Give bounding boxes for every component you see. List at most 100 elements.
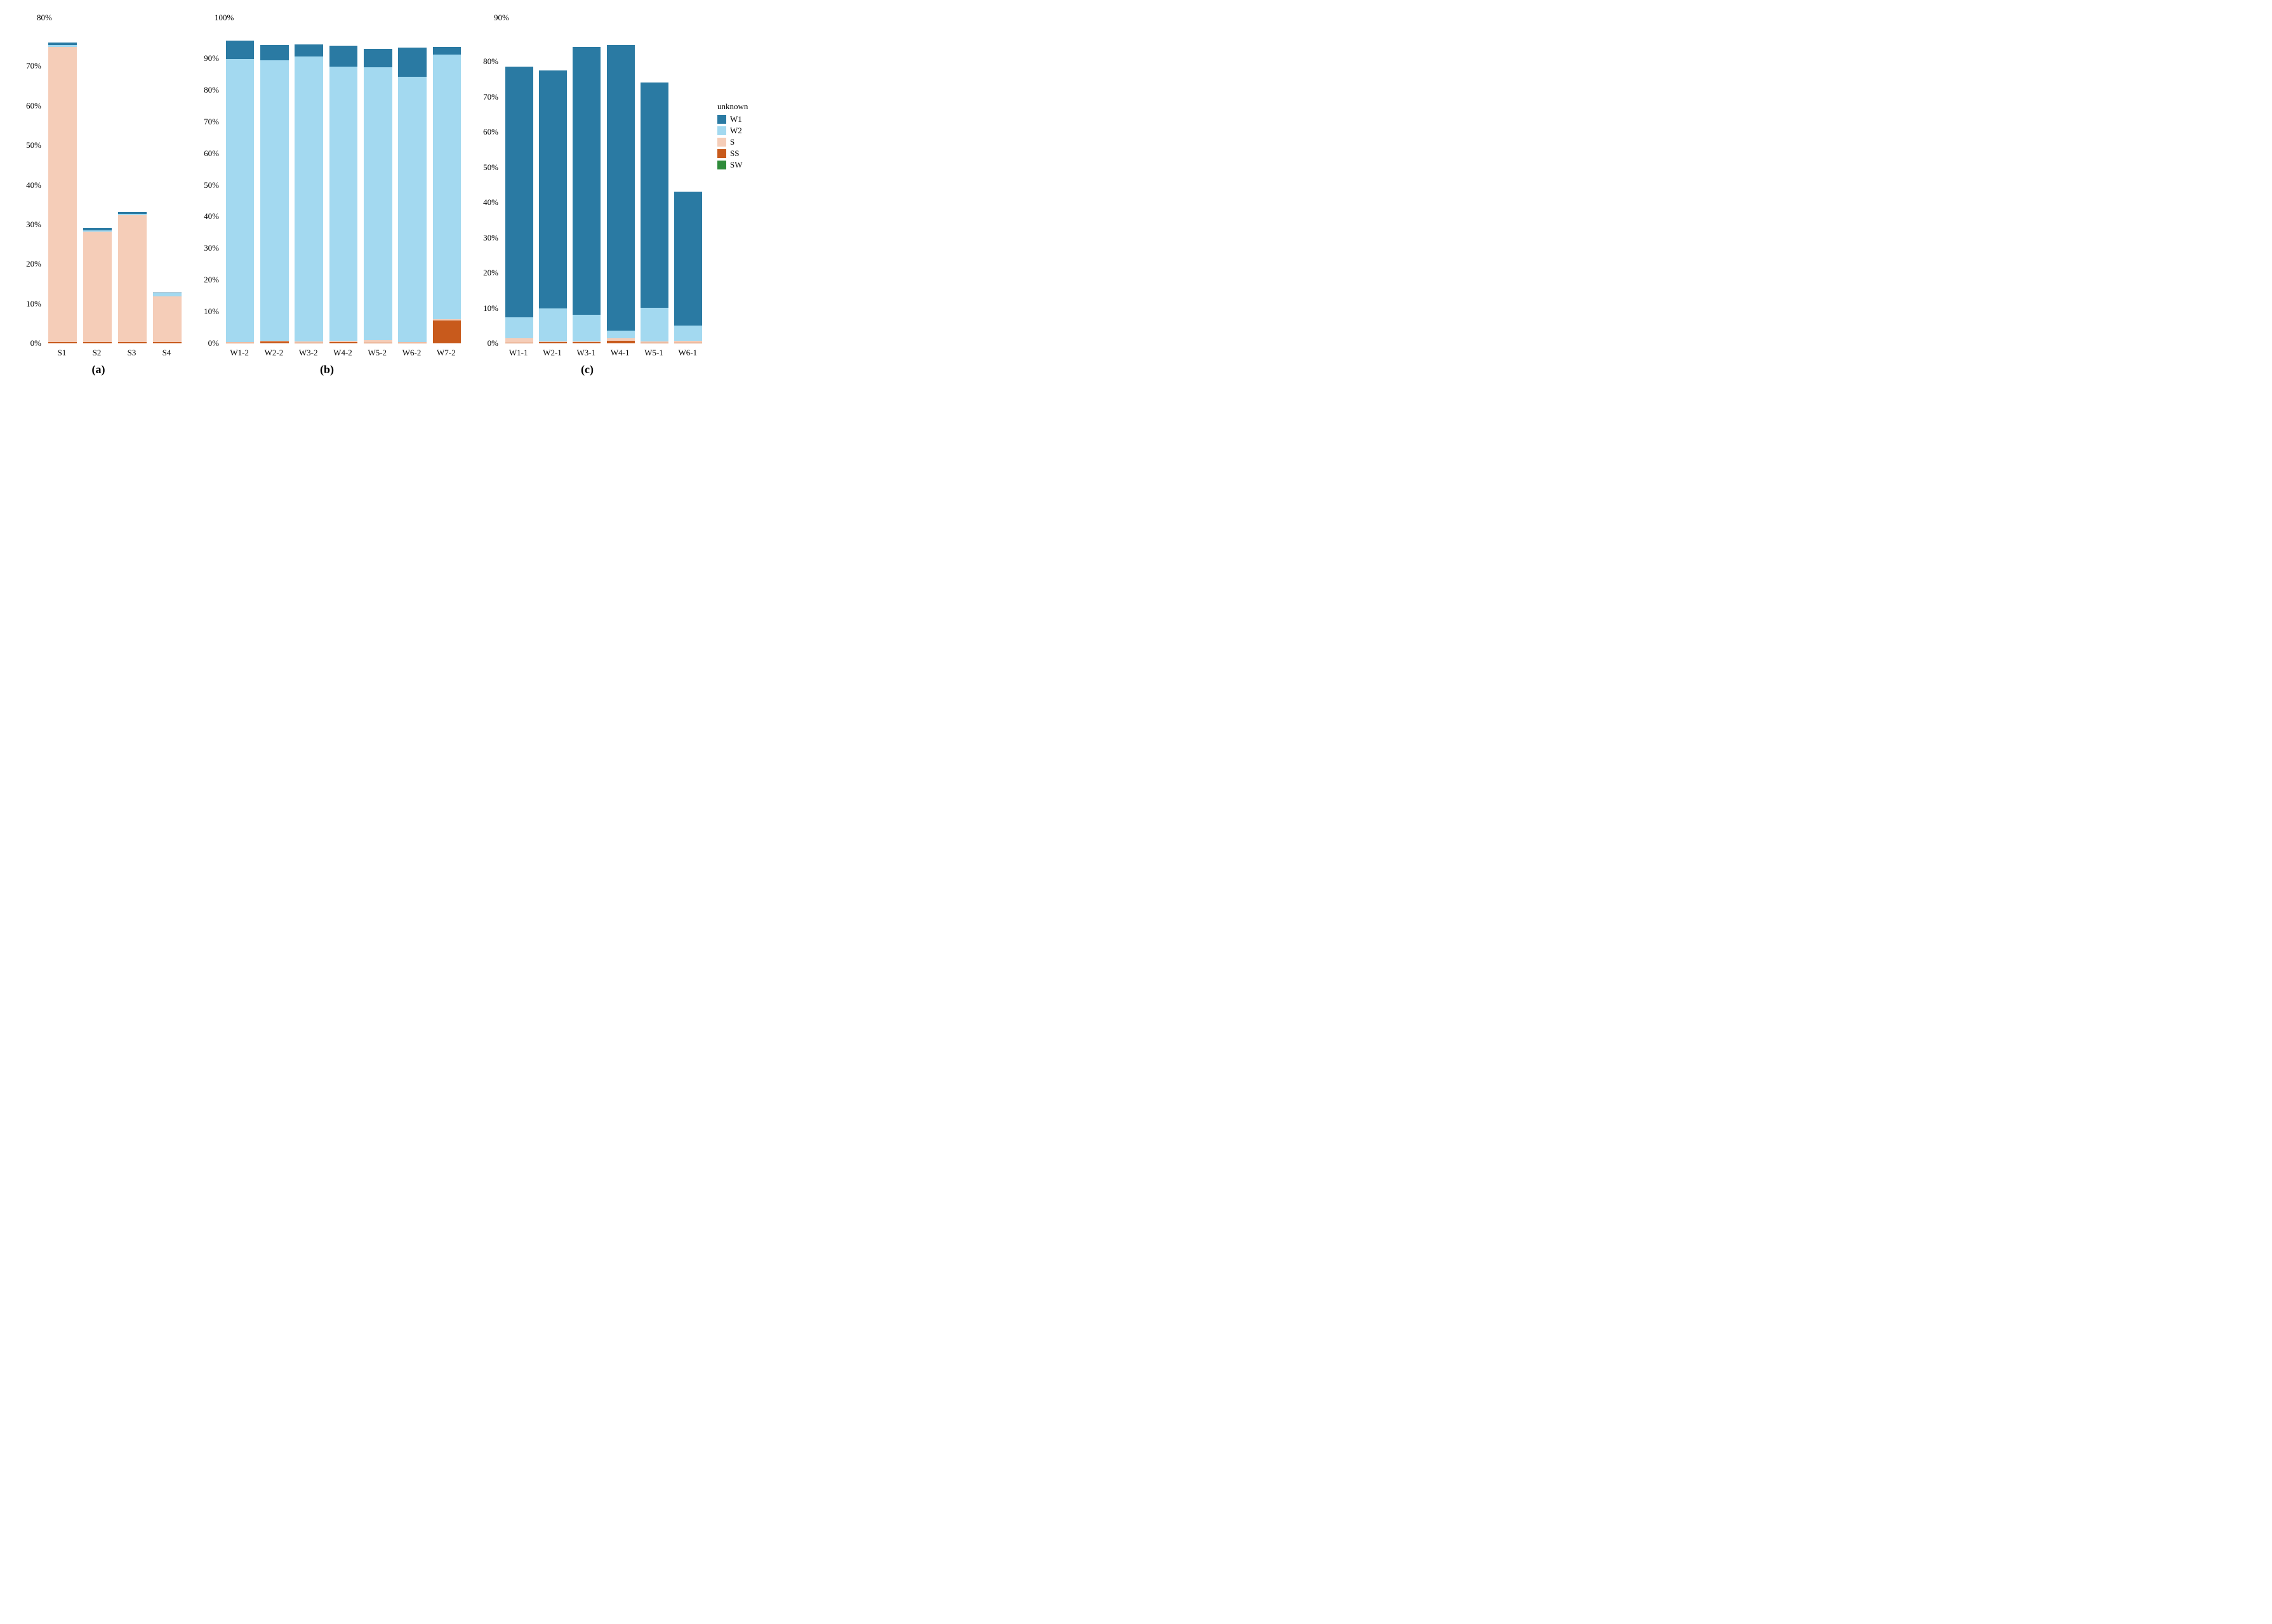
segment-S [118, 215, 147, 342]
x-axis: W1-1W2-1W3-1W4-1W5-1W6-1 [502, 348, 705, 358]
segment-SS [433, 320, 462, 344]
y-tick-label: 0% [30, 338, 45, 348]
segment-W1 [226, 41, 255, 59]
y-tick-label: 10% [204, 307, 223, 317]
segment-W2 [226, 59, 255, 342]
segment-W2 [573, 315, 601, 341]
segment-W2 [607, 331, 635, 338]
segment-SS [573, 342, 601, 343]
segment-S [83, 232, 112, 342]
x-axis: W1-2W2-2W3-2W4-2W5-2W6-2W7-2 [222, 348, 463, 358]
y-tick-label: 20% [204, 275, 223, 285]
segment-W1 [398, 48, 427, 77]
x-tick-label: W1-1 [502, 348, 535, 358]
segment-W2 [260, 60, 289, 341]
bar [674, 192, 702, 343]
segment-SS [83, 342, 112, 343]
segment-W1 [260, 45, 289, 60]
segment-W2 [641, 308, 668, 341]
x-tick-label: W3-2 [291, 348, 326, 358]
legend-swatch [717, 149, 726, 158]
y-tick-label: 40% [204, 211, 223, 221]
legend-item-SW: SW [717, 160, 748, 170]
bar [226, 41, 255, 344]
segment-W2 [433, 55, 462, 320]
bar [505, 67, 533, 343]
segment-W1 [295, 44, 323, 56]
segment-SS [153, 342, 182, 343]
y-tick-label: 0% [488, 338, 502, 348]
y-tick-label: 20% [483, 268, 502, 278]
bar [433, 47, 462, 343]
segment-W1 [505, 67, 533, 317]
legend-swatch [717, 115, 726, 124]
x-tick-label: W1-2 [222, 348, 256, 358]
segment-SS [364, 343, 392, 344]
segment-W1 [364, 49, 392, 67]
y-tick-label: 70% [26, 61, 45, 71]
x-tick-label: S2 [79, 348, 114, 358]
segment-W1 [607, 45, 635, 331]
bar [539, 70, 567, 343]
ymax-label: 90% [494, 13, 509, 23]
segment-S [48, 47, 77, 343]
bar [153, 293, 182, 343]
x-tick-label: W2-1 [535, 348, 569, 358]
y-tick-label: 80% [204, 85, 223, 95]
y-tick-label: 20% [26, 259, 45, 269]
y-tick-label: 90% [204, 53, 223, 63]
y-tick-label: 60% [483, 127, 502, 137]
x-tick-label: W2-2 [256, 348, 291, 358]
legend-label: SS [730, 149, 739, 159]
chart-area: 0%10%20%30%40%50%60%70%80% [502, 27, 705, 344]
figure-container: 80%0%10%20%30%40%50%60%70%S1S2S3S4(a)100… [13, 13, 2259, 376]
legend-swatch [717, 161, 726, 169]
panel-sub-label: (a) [92, 363, 105, 376]
x-tick-label: S3 [114, 348, 149, 358]
segment-W1 [641, 83, 668, 308]
segment-W1 [329, 46, 358, 67]
segment-W2 [329, 67, 358, 341]
bar [364, 49, 392, 343]
legend: unknownW1W2SSSSW [717, 102, 748, 171]
segment-W2 [398, 77, 427, 342]
bar [118, 212, 147, 343]
segment-W1 [433, 47, 462, 55]
ymax-label: 100% [215, 13, 234, 23]
legend-item-W1: W1 [717, 114, 748, 124]
bar [329, 46, 358, 343]
segment-W2 [539, 308, 567, 341]
segment-SS [48, 342, 77, 343]
chart-area: 0%10%20%30%40%50%60%70% [44, 27, 184, 344]
y-tick-label: 10% [483, 303, 502, 314]
panel-sub-label: (c) [581, 363, 594, 376]
y-tick-label: 80% [483, 56, 502, 67]
legend-swatch [717, 126, 726, 135]
y-tick-label: 70% [204, 117, 223, 127]
x-tick-label: W6-2 [394, 348, 428, 358]
plot-area: 0%10%20%30%40%50%60%70%80% [502, 27, 705, 344]
segment-SS [329, 342, 358, 344]
y-tick-label: 30% [26, 220, 45, 230]
y-tick-label: 50% [26, 140, 45, 150]
segment-W1 [674, 192, 702, 326]
ymax-label: 80% [37, 13, 52, 23]
segment-SS [539, 342, 567, 343]
bar [83, 228, 112, 343]
segment-W2 [674, 326, 702, 341]
segment-SS [260, 341, 289, 343]
legend-label: S [730, 137, 734, 147]
legend-item-W2: W2 [717, 126, 748, 136]
segment-W2 [364, 67, 392, 340]
y-tick-label: 70% [483, 92, 502, 102]
segment-W1 [573, 47, 601, 315]
x-tick-label: W7-2 [429, 348, 463, 358]
y-tick-label: 30% [483, 233, 502, 243]
y-tick-label: 10% [26, 299, 45, 309]
bar [295, 44, 323, 343]
bar [48, 43, 77, 343]
y-tick-label: 0% [208, 338, 223, 348]
segment-S [505, 338, 533, 343]
legend-label: W2 [730, 126, 742, 136]
segment-SS [118, 342, 147, 343]
